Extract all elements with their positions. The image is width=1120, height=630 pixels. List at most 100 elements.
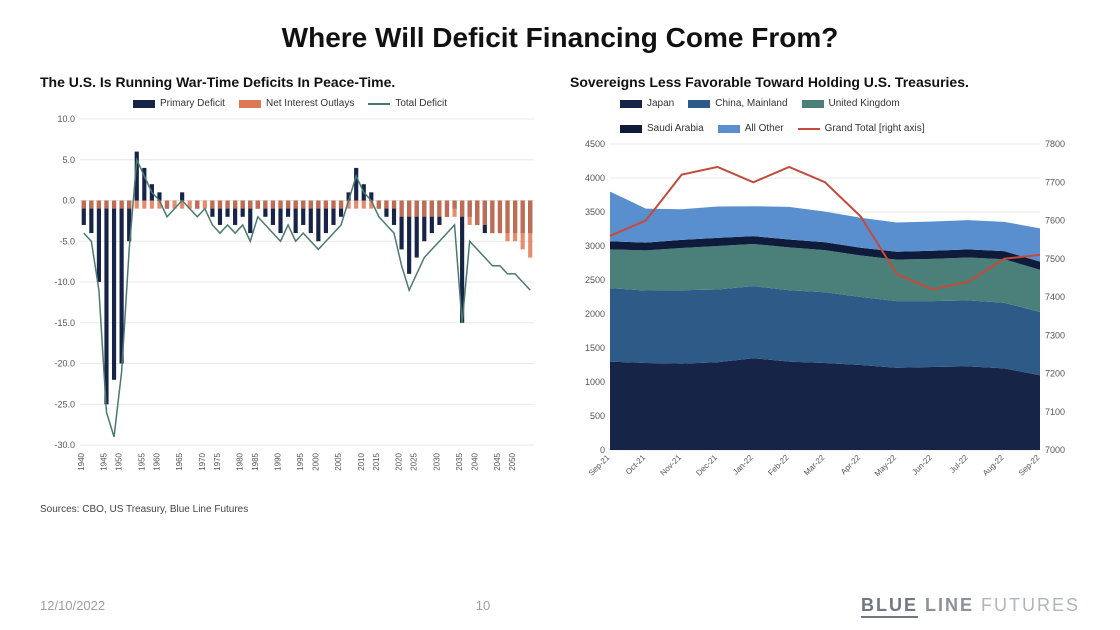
left-chart-plot: -30.0 -25.0 -20.0 -15.0 -10.0 -5.0 0.0 5.0 10.0 1… [40,115,540,500]
svg-text:1970: 1970 [198,452,207,470]
svg-text:2010: 2010 [357,452,366,470]
svg-text:2040: 2040 [470,452,479,470]
legend-label: United Kingdom [829,98,900,109]
svg-text:1500: 1500 [585,343,605,353]
left-chart-title: The U.S. Is Running War-Time Deficits In… [40,74,540,90]
legend-item: United Kingdom [802,98,900,109]
svg-text:10.0: 10.0 [57,115,75,124]
brand-logo: BLUE LINE FUTURES [861,595,1080,616]
legend-swatch [718,125,740,133]
svg-text:7300: 7300 [1045,330,1065,340]
legend-item: Primary Deficit [133,98,225,109]
legend-label: Primary Deficit [160,98,225,109]
svg-text:Mar-22: Mar-22 [802,453,827,478]
svg-text:4500: 4500 [585,140,605,149]
brand-part2: LINE [925,595,974,615]
svg-text:4000: 4000 [585,173,605,183]
svg-text:-10.0: -10.0 [54,277,75,287]
legend-swatch [798,128,820,130]
svg-text:1990: 1990 [274,452,283,470]
legend-item: Saudi Arabia [620,123,704,134]
svg-text:Sep-22: Sep-22 [1017,453,1042,478]
svg-text:7800: 7800 [1045,140,1065,149]
svg-text:-5.0: -5.0 [59,236,75,246]
charts-container: The U.S. Is Running War-Time Deficits In… [0,54,1120,500]
legend-item: China, Mainland [688,98,787,109]
svg-text:7600: 7600 [1045,216,1065,226]
left-chart-legend: Primary Deficit Net Interest Outlays Total… [40,98,540,109]
svg-text:1955: 1955 [137,452,146,470]
svg-text:7000: 7000 [1045,445,1065,455]
legend-swatch [802,100,824,108]
svg-text:7100: 7100 [1045,407,1065,417]
brand-part1: BLUE [861,595,918,618]
svg-text:7200: 7200 [1045,369,1065,379]
svg-text:-30.0: -30.0 [54,440,75,450]
legend-swatch [620,125,642,133]
svg-text:2005: 2005 [334,452,343,470]
svg-text:Jun-22: Jun-22 [910,453,934,477]
svg-text:-15.0: -15.0 [54,318,75,328]
legend-item: Net Interest Outlays [239,98,354,109]
svg-text:500: 500 [590,411,605,421]
svg-text:Nov-21: Nov-21 [658,453,683,478]
svg-text:3000: 3000 [585,241,605,251]
sources-label: Sources: CBO, US Treasury, Blue Line Fut… [0,504,1120,515]
svg-text:2500: 2500 [585,275,605,285]
svg-text:-25.0: -25.0 [54,399,75,409]
page-title: Where Will Deficit Financing Come From? [0,0,1120,54]
svg-text:1950: 1950 [115,452,124,470]
right-chart-plot: 0500100015002000250030003500400045007000… [570,140,1080,500]
svg-text:2000: 2000 [311,452,320,470]
svg-text:1945: 1945 [99,452,108,470]
legend-swatch [239,100,261,108]
legend-swatch [620,100,642,108]
legend-label: Total Deficit [395,98,447,109]
svg-text:0.0: 0.0 [62,196,75,206]
svg-text:2025: 2025 [410,452,419,470]
svg-text:5.0: 5.0 [62,155,75,165]
svg-text:Dec-21: Dec-21 [694,453,719,478]
left-chart: The U.S. Is Running War-Time Deficits In… [40,74,540,500]
svg-text:1980: 1980 [236,452,245,470]
svg-text:7500: 7500 [1045,254,1065,264]
svg-text:1960: 1960 [152,452,161,470]
footer-date: 12/10/2022 [40,598,105,613]
svg-text:1965: 1965 [175,452,184,470]
svg-text:1985: 1985 [251,452,260,470]
legend-swatch [688,100,710,108]
svg-text:Oct-21: Oct-21 [624,453,648,477]
right-chart: Sovereigns Less Favorable Toward Holding… [570,74,1080,500]
svg-text:7400: 7400 [1045,292,1065,302]
svg-text:2035: 2035 [455,452,464,470]
right-chart-title: Sovereigns Less Favorable Toward Holding… [570,74,1080,90]
legend-item: All Other [718,123,784,134]
svg-text:2015: 2015 [372,452,381,470]
legend-label: Saudi Arabia [647,123,704,134]
right-chart-legend: Japan China, Mainland United Kingdom Saudi … [570,98,990,134]
legend-swatch [368,103,390,105]
legend-item: Total Deficit [368,98,447,109]
svg-text:1995: 1995 [296,452,305,470]
svg-text:2030: 2030 [432,452,441,470]
legend-label: Japan [647,98,674,109]
svg-text:7700: 7700 [1045,177,1065,187]
legend-item: Japan [620,98,674,109]
svg-text:3500: 3500 [585,207,605,217]
brand-part3: FUTURES [981,595,1080,615]
svg-text:Apr-22: Apr-22 [839,453,863,477]
legend-swatch [133,100,155,108]
legend-item: Grand Total [right axis] [798,123,925,134]
svg-text:2000: 2000 [585,309,605,319]
svg-text:1975: 1975 [213,452,222,470]
svg-text:Jan-22: Jan-22 [731,453,755,477]
svg-text:Aug-22: Aug-22 [981,453,1006,478]
footer: 12/10/2022 10 BLUE LINE FUTURES [40,595,1080,616]
svg-text:1940: 1940 [77,452,86,470]
svg-text:2050: 2050 [508,452,517,470]
svg-text:-20.0: -20.0 [54,359,75,369]
svg-text:Jul-22: Jul-22 [948,453,970,475]
footer-page-number: 10 [476,598,490,613]
svg-text:Feb-22: Feb-22 [766,453,791,478]
legend-label: China, Mainland [715,98,787,109]
